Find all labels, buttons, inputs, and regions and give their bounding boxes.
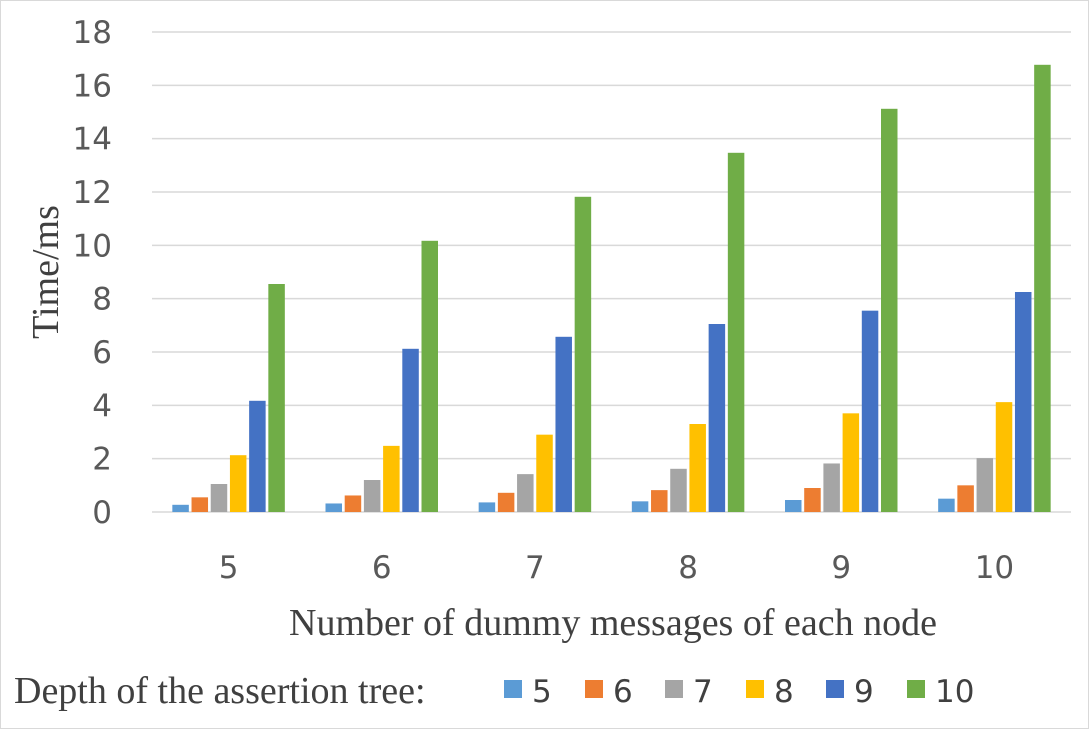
y-tick-label: 16: [73, 68, 112, 104]
bar-depth-5-msgs-10: [938, 498, 955, 512]
x-axis-title: Number of dummy messages of each node: [289, 602, 937, 644]
bar-depth-7-msgs-8: [670, 468, 687, 512]
bar-depth-5-msgs-5: [172, 504, 189, 512]
y-axis-ticks: 0 2 4 6 8 10 12 14 16 18: [73, 15, 112, 531]
bar-depth-8-msgs-8: [689, 424, 706, 512]
y-tick-label: 2: [92, 442, 112, 478]
legend-label-10: 10: [935, 674, 974, 710]
bar-depth-9-msgs-5: [249, 400, 266, 512]
gridlines: [152, 31, 1071, 513]
bar-depth-7-msgs-10: [976, 458, 994, 512]
y-tick-label: 18: [73, 15, 112, 51]
bar-depth-8-msgs-10: [995, 402, 1013, 512]
bar-depth-10-msgs-6: [421, 240, 438, 513]
legend-title: Depth of the assertion tree:: [14, 670, 426, 712]
bar-depth-6-msgs-7: [497, 492, 515, 512]
bar-depth-5-msgs-8: [631, 501, 649, 512]
bar-depth-9-msgs-8: [708, 324, 726, 512]
y-tick-label: 10: [73, 228, 112, 264]
bar-depth-6-msgs-8: [651, 490, 668, 512]
x-tick-label: 6: [372, 550, 392, 586]
legend-swatch-5: [504, 680, 522, 698]
bar-depth-10-msgs-7: [574, 196, 592, 513]
bar-depth-5-msgs-7: [478, 502, 496, 512]
legend-label-5: 5: [532, 674, 552, 710]
bar-depth-8-msgs-5: [229, 455, 247, 512]
bar-depth-10-msgs-9: [881, 108, 898, 513]
legend-swatch-9: [826, 680, 844, 698]
bar-depth-5-msgs-9: [785, 500, 802, 512]
bar-depth-9-msgs-7: [555, 336, 572, 512]
x-axis-ticks: 5 6 7 8 9 10: [219, 550, 1014, 586]
legend-swatch-10: [907, 680, 925, 698]
x-tick-label: 5: [219, 550, 239, 586]
bar-depth-10-msgs-5: [268, 284, 285, 512]
bar-depth-7-msgs-7: [517, 474, 534, 512]
y-tick-label: 4: [92, 388, 112, 424]
bar-depth-6-msgs-10: [957, 485, 974, 512]
y-tick-label: 6: [92, 335, 112, 371]
bar-depth-9-msgs-10: [1014, 292, 1032, 512]
bar-depth-5-msgs-6: [325, 503, 342, 512]
legend-label-8: 8: [774, 674, 794, 710]
x-tick-label: 9: [831, 550, 851, 586]
legend-swatch-6: [585, 680, 603, 698]
bar-depth-7-msgs-9: [823, 463, 840, 512]
bar-depth-6-msgs-9: [804, 488, 821, 512]
bar-depth-8-msgs-9: [842, 413, 860, 512]
legend-label-9: 9: [854, 674, 874, 710]
bar-depth-7-msgs-6: [363, 480, 381, 512]
bars: [172, 64, 1051, 513]
x-tick-label: 7: [525, 550, 545, 586]
bar-depth-10-msgs-10: [1034, 64, 1051, 513]
bar-depth-6-msgs-5: [191, 497, 209, 512]
bar-depth-8-msgs-6: [383, 445, 400, 512]
bar-depth-9-msgs-6: [402, 348, 419, 512]
x-tick-label: 8: [678, 550, 698, 586]
bar-depth-7-msgs-5: [210, 484, 228, 512]
x-tick-label: 10: [975, 550, 1014, 586]
legend-swatch-7: [665, 680, 683, 698]
legend-swatch-8: [746, 680, 764, 698]
y-tick-label: 14: [73, 122, 112, 158]
y-tick-label: 0: [92, 495, 112, 531]
bar-depth-10-msgs-8: [727, 152, 745, 513]
y-axis-title: Time/ms: [25, 205, 67, 339]
legend-label-7: 7: [693, 674, 713, 710]
y-tick-label: 12: [73, 175, 112, 211]
bar-depth-8-msgs-7: [536, 434, 553, 512]
bar-depth-6-msgs-6: [344, 495, 362, 512]
y-tick-label: 8: [92, 282, 112, 318]
bar-depth-9-msgs-9: [861, 310, 879, 512]
legend-label-6: 6: [613, 674, 633, 710]
legend: Depth of the assertion tree: 5 6 7 8 9 10: [14, 670, 974, 712]
